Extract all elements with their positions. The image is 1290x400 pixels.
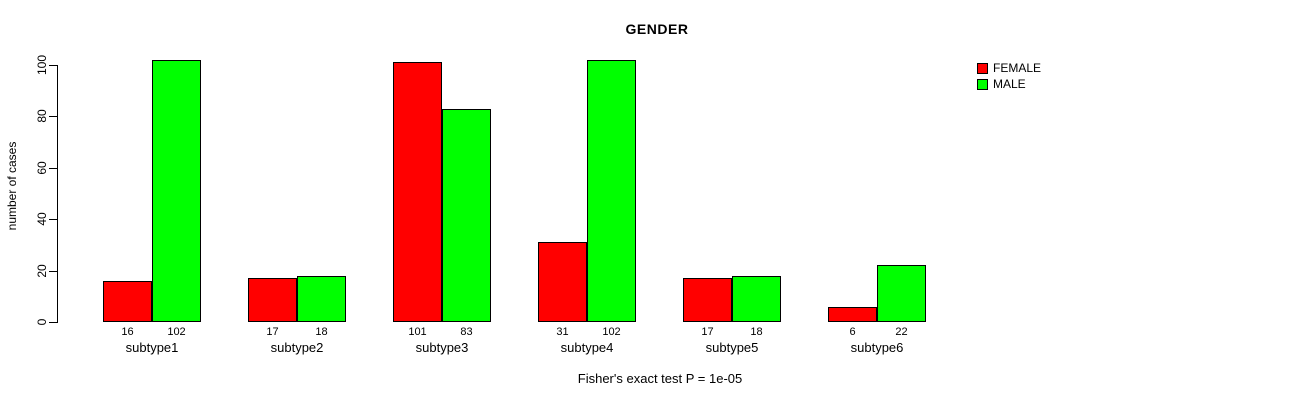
y-tick-60 <box>49 167 57 169</box>
bar-male-subtype1 <box>152 60 201 322</box>
bar-male-subtype6 <box>877 265 926 322</box>
y-tick-40 <box>49 219 57 221</box>
y-tick-label-60: 60 <box>35 161 49 175</box>
bar-male-subtype4 <box>587 60 636 322</box>
bar-female-subtype4 <box>538 242 587 322</box>
category-label-subtype6: subtype6 <box>850 340 904 355</box>
y-tick-label-40: 40 <box>35 212 49 226</box>
bar-female-subtype1 <box>103 281 152 322</box>
bar-female-subtype5 <box>683 278 732 322</box>
y-tick-label-80: 80 <box>35 109 49 124</box>
bar-male-subtype2 <box>297 276 346 322</box>
legend-label-male: MALE <box>993 77 1026 91</box>
y-tick-80 <box>49 116 57 118</box>
legend-item-male: MALE <box>977 78 1041 90</box>
legend: FEMALE MALE <box>977 62 1041 94</box>
legend-swatch-male <box>977 78 988 90</box>
bar-value-male-subtype3: 83 <box>460 326 473 338</box>
chart-title: GENDER <box>625 21 689 37</box>
y-axis-line <box>57 65 58 323</box>
bar-value-male-subtype2: 18 <box>315 326 328 338</box>
bar-value-female-subtype2: 17 <box>266 326 279 338</box>
bar-value-female-subtype6: 6 <box>849 326 856 338</box>
y-tick-label-0: 0 <box>35 318 49 326</box>
category-label-subtype1: subtype1 <box>125 340 179 355</box>
category-label-subtype4: subtype4 <box>560 340 614 355</box>
bar-value-male-subtype4: 102 <box>602 326 621 338</box>
category-label-subtype3: subtype3 <box>415 340 469 355</box>
bar-value-female-subtype5: 17 <box>701 326 714 338</box>
bar-value-female-subtype1: 16 <box>121 326 134 338</box>
category-label-subtype5: subtype5 <box>705 340 759 355</box>
y-tick-0 <box>49 322 57 323</box>
y-tick-label-20: 20 <box>35 263 49 278</box>
category-label-subtype2: subtype2 <box>270 340 324 355</box>
y-axis-label: number of cases <box>5 141 19 231</box>
legend-swatch-female <box>977 62 988 74</box>
bar-value-male-subtype5: 18 <box>750 326 763 338</box>
legend-item-female: FEMALE <box>977 62 1041 74</box>
bar-value-female-subtype3: 101 <box>408 326 427 338</box>
y-tick-label-100: 100 <box>35 54 49 76</box>
annotation-text: Fisher's exact test P = 1e-05 <box>577 371 743 386</box>
bar-female-subtype6 <box>828 307 877 322</box>
bar-value-male-subtype6: 22 <box>895 326 908 338</box>
bar-male-subtype3 <box>442 109 491 322</box>
bar-male-subtype5 <box>732 276 781 322</box>
bar-female-subtype2 <box>248 278 297 322</box>
y-tick-100 <box>49 65 57 66</box>
bar-value-male-subtype1: 102 <box>167 326 186 338</box>
bar-female-subtype3 <box>393 62 442 322</box>
y-tick-20 <box>49 270 57 272</box>
bar-value-female-subtype4: 31 <box>556 326 569 338</box>
legend-label-female: FEMALE <box>993 61 1042 75</box>
